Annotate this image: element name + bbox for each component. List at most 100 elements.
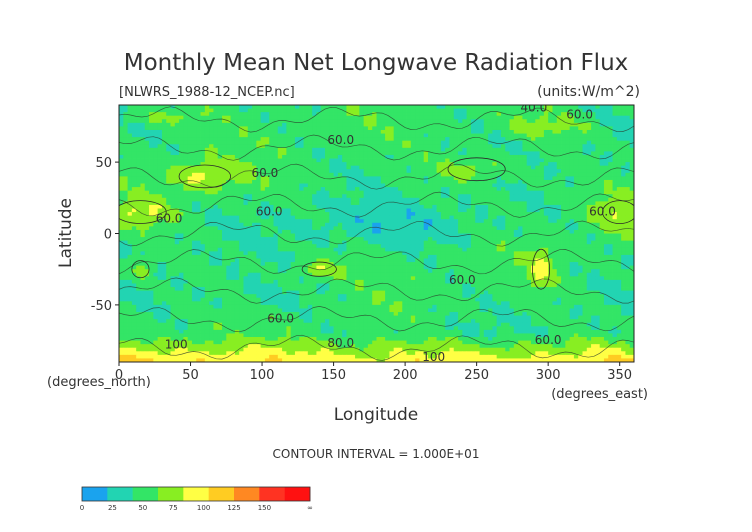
heatmap-cell	[415, 147, 420, 152]
heatmap-cell	[123, 187, 128, 192]
heatmap-cell	[599, 140, 605, 145]
heatmap-cell	[440, 115, 446, 120]
heatmap-cell	[372, 137, 377, 142]
heatmap-cell	[582, 201, 588, 206]
heatmap-cell	[350, 147, 356, 152]
heatmap-cell	[273, 137, 279, 142]
heatmap-cell	[548, 244, 553, 249]
heatmap-cell	[269, 233, 274, 238]
heatmap-cell	[410, 133, 416, 138]
heatmap-cell	[616, 115, 622, 120]
heatmap-cell	[500, 140, 506, 145]
heatmap-cell	[299, 105, 304, 109]
heatmap-cell	[556, 176, 562, 181]
heatmap-cell	[453, 183, 459, 188]
heatmap-cell	[282, 201, 287, 206]
heatmap-cell	[346, 122, 352, 127]
heatmap-cell	[179, 140, 184, 145]
heatmap-cell	[325, 162, 330, 167]
heatmap-cell	[307, 197, 313, 202]
heatmap-cell	[166, 244, 171, 249]
heatmap-cell	[629, 229, 634, 234]
heatmap-cell	[239, 240, 244, 245]
heatmap-cell	[290, 179, 296, 184]
heatmap-cell	[406, 176, 412, 181]
heatmap-cell	[230, 140, 236, 145]
heatmap-cell	[363, 158, 369, 163]
heatmap-cell	[428, 237, 433, 242]
heatmap-cell	[458, 122, 463, 127]
heatmap-cell	[303, 137, 309, 142]
heatmap-cell	[599, 144, 605, 149]
heatmap-cell	[290, 201, 296, 206]
heatmap-cell	[230, 129, 236, 134]
heatmap-cell	[518, 226, 523, 231]
heatmap-cell	[355, 151, 360, 156]
heatmap-cell	[174, 251, 180, 256]
heatmap-cell	[346, 115, 352, 120]
heatmap-cell	[535, 215, 540, 220]
heatmap-cell	[415, 162, 420, 167]
heatmap-cell	[333, 176, 339, 181]
heatmap-cell	[273, 126, 279, 131]
heatmap-cell	[234, 222, 240, 227]
heatmap-cell	[513, 151, 519, 156]
heatmap-cell	[144, 133, 150, 138]
heatmap-cell	[397, 219, 403, 224]
heatmap-cell	[543, 208, 549, 213]
heatmap-cell	[526, 165, 532, 170]
heatmap-cell	[153, 229, 159, 234]
heatmap-cell	[432, 158, 437, 163]
heatmap-cell	[440, 237, 446, 242]
heatmap-cell	[217, 122, 223, 127]
heatmap-cell	[376, 190, 382, 195]
heatmap-cell	[500, 133, 506, 138]
heatmap-cell	[299, 204, 304, 209]
heatmap-cell	[556, 172, 562, 177]
heatmap-cell	[539, 201, 545, 206]
heatmap-cell	[436, 244, 442, 249]
heatmap-cell	[475, 105, 480, 109]
heatmap-cell	[586, 194, 592, 199]
heatmap-cell	[367, 133, 373, 138]
heatmap-cell	[543, 197, 549, 202]
heatmap-cell	[209, 237, 214, 242]
heatmap-cell	[603, 197, 609, 202]
heatmap-cell	[483, 204, 489, 209]
heatmap-cell	[410, 208, 416, 213]
heatmap-cell	[475, 233, 480, 238]
heatmap-cell	[226, 229, 231, 234]
heatmap-cell	[552, 133, 558, 138]
heatmap-cell	[608, 208, 613, 213]
heatmap-cell	[200, 226, 206, 231]
heatmap-cell	[573, 240, 579, 245]
heatmap-cell	[329, 162, 334, 167]
heatmap-cell	[153, 140, 159, 145]
heatmap-cell	[153, 244, 159, 249]
heatmap-cell	[578, 215, 583, 220]
heatmap-cell	[359, 240, 365, 245]
heatmap-cell	[299, 219, 304, 224]
heatmap-cell	[445, 208, 450, 213]
heatmap-cell	[174, 126, 180, 131]
heatmap-cell	[385, 165, 390, 170]
heatmap-cell	[290, 233, 296, 238]
heatmap-cell	[608, 119, 613, 124]
heatmap-cell	[415, 179, 420, 184]
heatmap-cell	[372, 226, 377, 231]
heatmap-cell	[393, 126, 399, 131]
heatmap-cell	[312, 147, 317, 152]
heatmap-cell	[595, 215, 601, 220]
heatmap-cell	[367, 251, 373, 256]
heatmap-cell	[264, 244, 270, 249]
heatmap-cell	[260, 119, 266, 124]
heatmap-cell	[505, 105, 510, 109]
heatmap-cell	[393, 201, 399, 206]
heatmap-cell	[436, 115, 442, 120]
heatmap-cell	[299, 212, 304, 217]
heatmap-cell	[548, 194, 553, 199]
heatmap-cell	[243, 183, 249, 188]
heatmap-cell	[389, 212, 395, 217]
heatmap-cell	[475, 144, 480, 149]
heatmap-cell	[531, 112, 536, 117]
